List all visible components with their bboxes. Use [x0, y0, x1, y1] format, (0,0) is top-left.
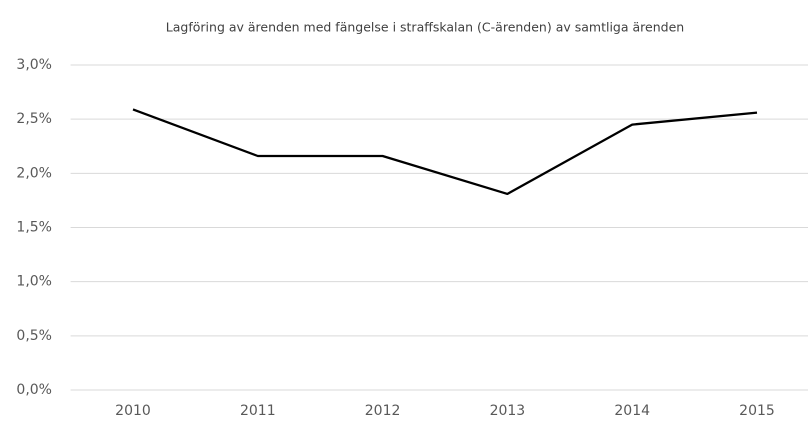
y-tick-label: 1,5% [16, 220, 52, 236]
chart-title: Lagföring av ärenden med fängelse i stra… [166, 20, 684, 35]
x-tick-label: 2010 [115, 403, 151, 419]
x-tick-label: 2012 [365, 403, 401, 419]
y-tick-label: 0,0% [16, 382, 52, 398]
x-tick-label: 2015 [739, 403, 775, 419]
y-tick-label: 0,5% [16, 328, 52, 344]
x-tick-label: 2014 [614, 403, 650, 419]
y-tick-label: 2,0% [16, 165, 52, 181]
y-tick-label: 1,0% [16, 274, 52, 290]
y-tick-label: 3,0% [16, 57, 52, 73]
line-series [132, 108, 758, 196]
x-tick-label: 2013 [490, 403, 526, 419]
y-tick-label: 2,5% [16, 111, 52, 127]
x-tick-label: 2011 [240, 403, 276, 419]
